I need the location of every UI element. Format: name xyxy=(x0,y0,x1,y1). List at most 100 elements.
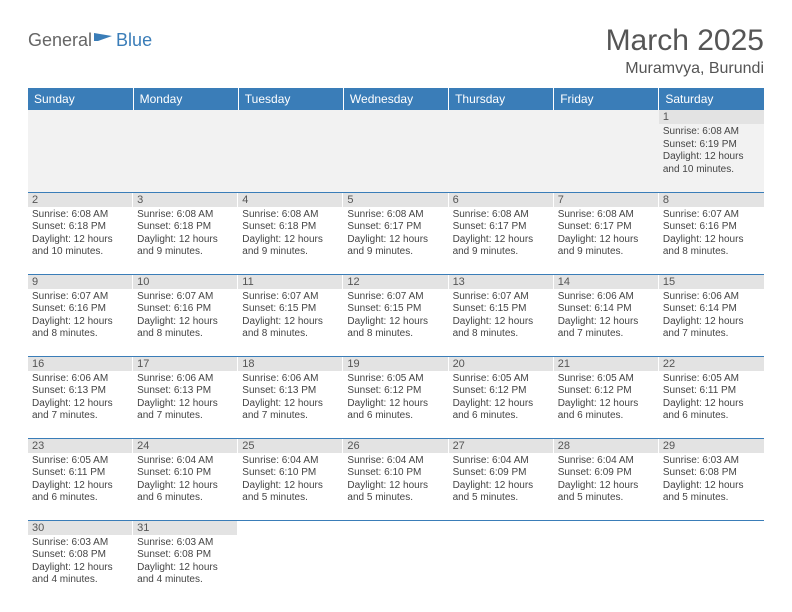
calendar-week: 23Sunrise: 6:05 AMSunset: 6:11 PMDayligh… xyxy=(28,438,764,520)
daylight-text: Daylight: 12 hours and 8 minutes. xyxy=(137,316,234,341)
sunrise-text: Sunrise: 6:08 AM xyxy=(242,209,339,222)
daylight-text: Daylight: 12 hours and 6 minutes. xyxy=(663,398,760,423)
calendar-empty xyxy=(238,520,343,602)
daylight-text: Daylight: 12 hours and 9 minutes. xyxy=(137,234,234,259)
page-title: March 2025 xyxy=(606,24,764,58)
sunrise-text: Sunrise: 6:06 AM xyxy=(32,373,129,386)
day-details: Sunrise: 6:08 AMSunset: 6:17 PMDaylight:… xyxy=(449,207,554,262)
day-number: 6 xyxy=(449,193,554,207)
sunset-text: Sunset: 6:08 PM xyxy=(32,549,129,562)
calendar-day: 1Sunrise: 6:08 AMSunset: 6:19 PMDaylight… xyxy=(659,110,764,192)
sunset-text: Sunset: 6:11 PM xyxy=(32,467,129,480)
calendar-day: 27Sunrise: 6:04 AMSunset: 6:09 PMDayligh… xyxy=(449,438,554,520)
weekday-header: Wednesday xyxy=(343,88,448,110)
sunrise-text: Sunrise: 6:08 AM xyxy=(453,209,550,222)
daylight-text: Daylight: 12 hours and 6 minutes. xyxy=(137,480,234,505)
calendar-day: 11Sunrise: 6:07 AMSunset: 6:15 PMDayligh… xyxy=(238,274,343,356)
day-details: Sunrise: 6:08 AMSunset: 6:18 PMDaylight:… xyxy=(238,207,343,262)
sunrise-text: Sunrise: 6:08 AM xyxy=(137,209,234,222)
calendar-week: 16Sunrise: 6:06 AMSunset: 6:13 PMDayligh… xyxy=(28,356,764,438)
daylight-text: Daylight: 12 hours and 5 minutes. xyxy=(663,480,760,505)
sunset-text: Sunset: 6:19 PM xyxy=(663,139,760,152)
day-number: 3 xyxy=(133,193,238,207)
sunset-text: Sunset: 6:08 PM xyxy=(137,549,234,562)
sunset-text: Sunset: 6:15 PM xyxy=(453,303,550,316)
sunset-text: Sunset: 6:17 PM xyxy=(558,221,655,234)
sunset-text: Sunset: 6:18 PM xyxy=(32,221,129,234)
calendar-week: 30Sunrise: 6:03 AMSunset: 6:08 PMDayligh… xyxy=(28,520,764,602)
day-number: 20 xyxy=(449,357,554,371)
day-number: 1 xyxy=(659,110,764,124)
daylight-text: Daylight: 12 hours and 9 minutes. xyxy=(242,234,339,259)
sunrise-text: Sunrise: 6:05 AM xyxy=(347,373,444,386)
sunrise-text: Sunrise: 6:04 AM xyxy=(453,455,550,468)
calendar-table: SundayMondayTuesdayWednesdayThursdayFrid… xyxy=(28,88,764,602)
calendar-day: 29Sunrise: 6:03 AMSunset: 6:08 PMDayligh… xyxy=(659,438,764,520)
day-details: Sunrise: 6:07 AMSunset: 6:15 PMDaylight:… xyxy=(238,289,343,344)
sunset-text: Sunset: 6:11 PM xyxy=(663,385,760,398)
sunrise-text: Sunrise: 6:07 AM xyxy=(347,291,444,304)
sunrise-text: Sunrise: 6:03 AM xyxy=(137,537,234,550)
daylight-text: Daylight: 12 hours and 7 minutes. xyxy=(663,316,760,341)
calendar-day: 9Sunrise: 6:07 AMSunset: 6:16 PMDaylight… xyxy=(28,274,133,356)
day-number: 12 xyxy=(343,275,448,289)
day-number: 2 xyxy=(28,193,133,207)
day-number: 28 xyxy=(554,439,659,453)
sunrise-text: Sunrise: 6:05 AM xyxy=(453,373,550,386)
day-details: Sunrise: 6:05 AMSunset: 6:12 PMDaylight:… xyxy=(449,371,554,426)
day-details: Sunrise: 6:07 AMSunset: 6:16 PMDaylight:… xyxy=(28,289,133,344)
daylight-text: Daylight: 12 hours and 5 minutes. xyxy=(453,480,550,505)
calendar-day: 21Sunrise: 6:05 AMSunset: 6:12 PMDayligh… xyxy=(554,356,659,438)
sunset-text: Sunset: 6:16 PM xyxy=(32,303,129,316)
daylight-text: Daylight: 12 hours and 10 minutes. xyxy=(32,234,129,259)
sunrise-text: Sunrise: 6:04 AM xyxy=(137,455,234,468)
day-details: Sunrise: 6:05 AMSunset: 6:11 PMDaylight:… xyxy=(28,453,133,508)
daylight-text: Daylight: 12 hours and 8 minutes. xyxy=(347,316,444,341)
calendar-day: 12Sunrise: 6:07 AMSunset: 6:15 PMDayligh… xyxy=(343,274,448,356)
day-number: 17 xyxy=(133,357,238,371)
day-details: Sunrise: 6:08 AMSunset: 6:19 PMDaylight:… xyxy=(659,124,764,179)
weekday-header-row: SundayMondayTuesdayWednesdayThursdayFrid… xyxy=(28,88,764,110)
day-details: Sunrise: 6:07 AMSunset: 6:15 PMDaylight:… xyxy=(449,289,554,344)
day-number: 5 xyxy=(343,193,448,207)
sunset-text: Sunset: 6:16 PM xyxy=(137,303,234,316)
daylight-text: Daylight: 12 hours and 5 minutes. xyxy=(347,480,444,505)
calendar-day: 18Sunrise: 6:06 AMSunset: 6:13 PMDayligh… xyxy=(238,356,343,438)
sunset-text: Sunset: 6:12 PM xyxy=(453,385,550,398)
daylight-text: Daylight: 12 hours and 6 minutes. xyxy=(347,398,444,423)
day-number: 11 xyxy=(238,275,343,289)
daylight-text: Daylight: 12 hours and 6 minutes. xyxy=(558,398,655,423)
sunset-text: Sunset: 6:12 PM xyxy=(347,385,444,398)
sunset-text: Sunset: 6:10 PM xyxy=(347,467,444,480)
day-number: 19 xyxy=(343,357,448,371)
calendar-day: 3 Sunrise: 6:08 AMSunset: 6:18 PMDaylight… xyxy=(133,192,238,274)
calendar-day: 6Sunrise: 6:08 AMSunset: 6:17 PMDaylight… xyxy=(449,192,554,274)
sunrise-text: Sunrise: 6:07 AM xyxy=(663,209,760,222)
daylight-text: Daylight: 12 hours and 6 minutes. xyxy=(453,398,550,423)
day-details: Sunrise: 6:08 AMSunset: 6:17 PMDaylight:… xyxy=(343,207,448,262)
location: Muramvya, Burundi xyxy=(606,60,764,78)
calendar-empty xyxy=(343,110,448,192)
sunset-text: Sunset: 6:17 PM xyxy=(453,221,550,234)
sunset-text: Sunset: 6:13 PM xyxy=(137,385,234,398)
calendar-day: 20Sunrise: 6:05 AMSunset: 6:12 PMDayligh… xyxy=(449,356,554,438)
day-details: Sunrise: 6:06 AMSunset: 6:14 PMDaylight:… xyxy=(554,289,659,344)
daylight-text: Daylight: 12 hours and 7 minutes. xyxy=(137,398,234,423)
calendar-day: 8Sunrise: 6:07 AMSunset: 6:16 PMDaylight… xyxy=(659,192,764,274)
calendar-empty xyxy=(659,520,764,602)
calendar-week: 1Sunrise: 6:08 AMSunset: 6:19 PMDaylight… xyxy=(28,110,764,192)
sunset-text: Sunset: 6:09 PM xyxy=(558,467,655,480)
sunset-text: Sunset: 6:09 PM xyxy=(453,467,550,480)
calendar-day: 24Sunrise: 6:04 AMSunset: 6:10 PMDayligh… xyxy=(133,438,238,520)
day-details: Sunrise: 6:03 AMSunset: 6:08 PMDaylight:… xyxy=(133,535,238,590)
sunset-text: Sunset: 6:18 PM xyxy=(137,221,234,234)
sunrise-text: Sunrise: 6:08 AM xyxy=(663,126,760,139)
day-details: Sunrise: 6:07 AMSunset: 6:16 PMDaylight:… xyxy=(659,207,764,262)
day-number: 15 xyxy=(659,275,764,289)
sunset-text: Sunset: 6:17 PM xyxy=(347,221,444,234)
daylight-text: Daylight: 12 hours and 9 minutes. xyxy=(558,234,655,259)
calendar-day: 10Sunrise: 6:07 AMSunset: 6:16 PMDayligh… xyxy=(133,274,238,356)
day-number: 18 xyxy=(238,357,343,371)
calendar-day: 4Sunrise: 6:08 AMSunset: 6:18 PMDaylight… xyxy=(238,192,343,274)
day-details: Sunrise: 6:05 AMSunset: 6:11 PMDaylight:… xyxy=(659,371,764,426)
